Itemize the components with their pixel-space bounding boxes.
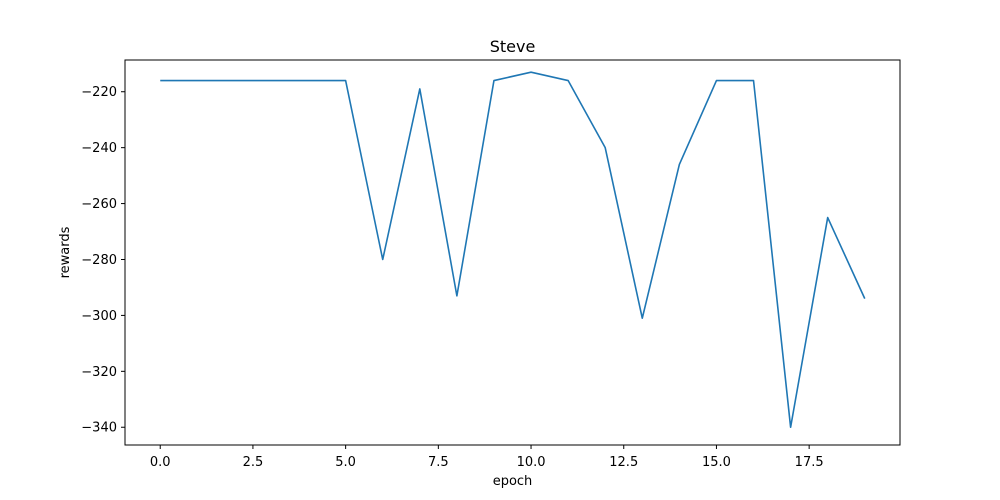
x-tick-label: 0.0 [150, 455, 171, 470]
x-axis: 0.0 2.5 5.0 7.5 10.0 12.5 15.0 17.5 [150, 445, 824, 470]
x-tick-label: 17.5 [795, 455, 824, 470]
y-axis-label: rewards [58, 226, 73, 278]
x-tick-label: 5.0 [335, 455, 356, 470]
y-tick-label: −240 [81, 141, 117, 156]
plot-frame [124, 59, 901, 446]
y-axis: −220 −240 −260 −280 −300 −320 −340 [81, 85, 125, 436]
plot-area [160, 71, 866, 429]
chart-title: Steve [490, 37, 536, 56]
y-tick-label: −340 [81, 421, 117, 436]
y-tick-label: −300 [81, 309, 117, 324]
x-tick-label: 12.5 [609, 455, 638, 470]
y-tick-label: −260 [81, 197, 117, 212]
y-tick-label: −320 [81, 365, 117, 380]
x-tick-label: 15.0 [702, 455, 731, 470]
series-line [160, 71, 866, 429]
y-tick-label: −280 [81, 253, 117, 268]
x-tick-label: 7.5 [428, 455, 449, 470]
y-tick-label: −220 [81, 85, 117, 100]
x-axis-label: epoch [493, 474, 533, 489]
x-tick-label: 10.0 [517, 455, 546, 470]
x-tick-label: 2.5 [243, 455, 264, 470]
